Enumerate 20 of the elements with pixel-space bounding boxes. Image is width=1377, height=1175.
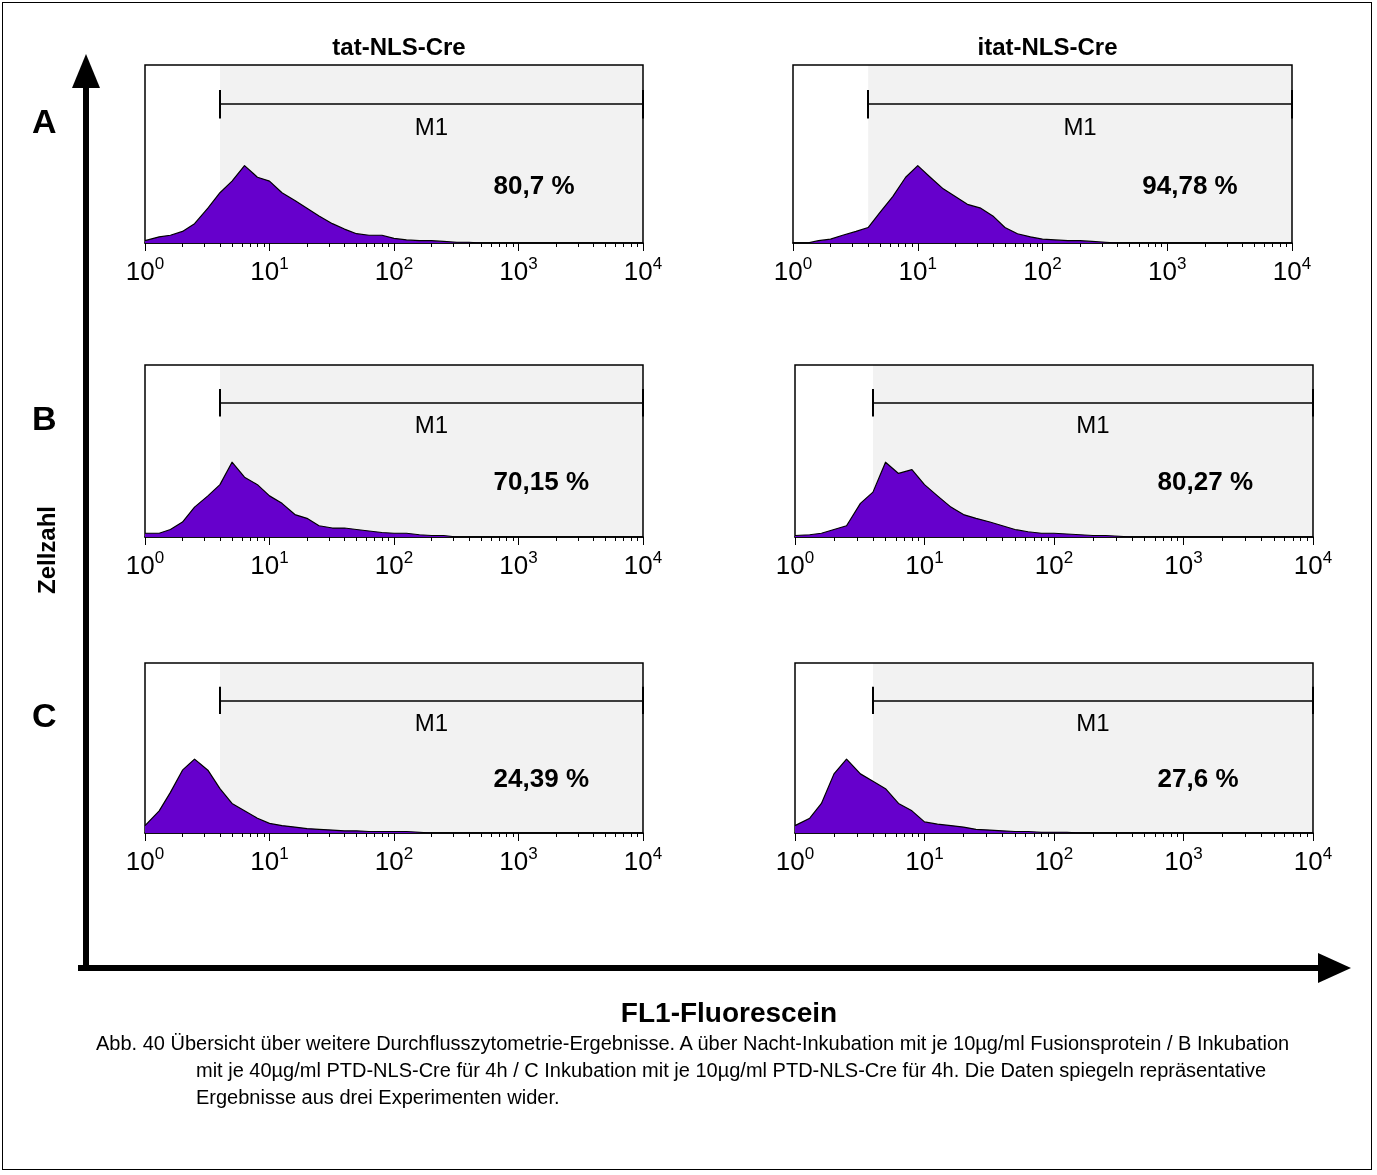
band-label: M1 (414, 708, 449, 736)
annotation: 70,15 % (493, 466, 590, 497)
annotation: 80,27 % (1157, 466, 1254, 497)
chart-title: tat-NLS-Cre (332, 32, 466, 60)
annotation: 27,6 % (1157, 763, 1239, 793)
band-label: M1 (1063, 112, 1097, 140)
annotation: 24,39 % (493, 763, 590, 793)
y-axis-title: B (32, 399, 57, 437)
annotation: 94,78 % (1142, 169, 1238, 200)
y-axis-title: A (32, 102, 57, 140)
annotation: 80,7 % (493, 169, 575, 200)
band-label: M1 (414, 112, 449, 140)
text: Zellzahl (33, 505, 61, 595)
text: FL1-Fluorescein (620, 997, 838, 1029)
band-label: M1 (1076, 411, 1110, 439)
band-label: M1 (1076, 708, 1110, 736)
caption: Abb. 40 Übersicht über weitere Durchflusszytometrie-Ergebnisse. A über Nacht-Inkubation mit je 10µg/ml Fusionsprotein / B Inkubation mit je 40µg/ml PTD-NLS-Cre für 4h / C Inkubation mit je 10µg/ml PTD-NLS-Cre für 4h. Die Daten spiegeln repräsentative Ergebnisse aus drei Experimenten wider. (96, 1031, 1291, 1110)
y-axis-title: C (32, 696, 57, 734)
chart-title: itat-NLS-Cre (977, 32, 1118, 60)
band-label: M1 (414, 411, 449, 439)
